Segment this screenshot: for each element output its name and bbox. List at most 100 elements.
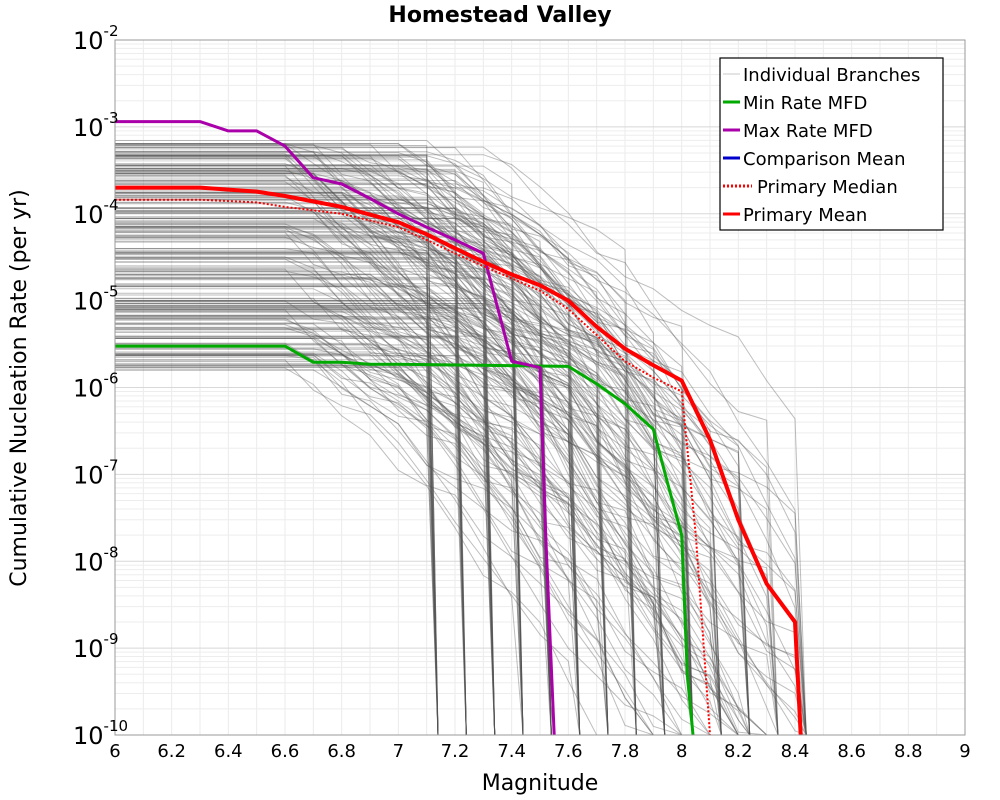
branch-line [115, 352, 552, 736]
individual-branches [115, 140, 807, 736]
branch-line [115, 231, 807, 736]
branch-line [115, 151, 637, 736]
x-tick-label: 8.2 [724, 741, 753, 762]
branch-line [115, 300, 581, 736]
x-tick-label: 6 [109, 741, 120, 762]
branch-line [115, 366, 439, 736]
branch-line [115, 258, 524, 736]
branch-line [115, 299, 467, 736]
branch-line [115, 301, 666, 736]
branch-line [115, 154, 439, 736]
branch-line [115, 217, 496, 736]
legend-entry-label: Max Rate MFD [743, 121, 873, 142]
branch-line [115, 365, 496, 736]
branch-line [115, 278, 751, 736]
branch-line [115, 266, 467, 736]
branch-line [115, 328, 807, 736]
legend-entry-label: Comparison Mean [743, 149, 906, 170]
y-tick-label: 10-5 [73, 283, 119, 316]
branch-line [115, 236, 524, 736]
branch-line [115, 309, 722, 736]
branch-line [115, 305, 467, 736]
branch-line [115, 285, 496, 736]
branch-line [115, 223, 637, 736]
branch-line [115, 209, 666, 736]
branch-line [115, 268, 524, 736]
branch-line [115, 174, 751, 736]
x-tick-label: 6.6 [271, 741, 300, 762]
branch-line [115, 172, 439, 736]
branch-line [115, 285, 666, 736]
y-tick-label: 10-2 [73, 22, 119, 55]
branch-line [115, 220, 581, 736]
y-tick-label: 10-9 [73, 630, 119, 663]
branch-line [115, 191, 807, 736]
branch-line [115, 196, 581, 736]
legend-entry-label: Individual Branches [743, 65, 920, 86]
branch-line [115, 249, 694, 736]
branch-line [115, 227, 467, 736]
branch-line [115, 157, 779, 736]
branch-line [115, 336, 807, 736]
y-axis-label: Cumulative Nucleation Rate (per yr) [7, 189, 32, 587]
branch-line [115, 201, 694, 736]
x-tick-label: 8.4 [781, 741, 810, 762]
branch-line [115, 261, 694, 736]
series-line-min-rate-mfd [115, 344, 695, 736]
branch-line [115, 165, 581, 736]
branch-line [115, 164, 496, 736]
branch-line [115, 222, 496, 736]
x-tick-label: 7 [393, 741, 404, 762]
branch-line [115, 348, 778, 736]
branch-line [115, 207, 751, 736]
branch-line [115, 147, 694, 736]
branch-line [115, 256, 807, 736]
branch-line [115, 181, 722, 736]
branch-line [115, 168, 666, 736]
branch-line [115, 318, 722, 736]
branch-line [115, 167, 722, 736]
branch-line [115, 364, 750, 736]
branch-line [115, 327, 778, 736]
branch-line [115, 191, 524, 736]
x-tick-label: 7.6 [554, 741, 583, 762]
branch-line [115, 310, 778, 736]
x-tick-label: 8.8 [894, 741, 923, 762]
branch-line [115, 155, 779, 736]
branch-line [115, 155, 722, 736]
x-tick-label: 6.4 [214, 741, 243, 762]
branch-line [115, 153, 552, 736]
branch-line [115, 292, 609, 736]
branch-line [115, 202, 722, 736]
branch-line [115, 251, 722, 736]
branch-line [115, 211, 581, 736]
branch-line [115, 168, 552, 736]
branch-line [115, 254, 694, 736]
branch-line [115, 305, 694, 736]
branch-line [115, 342, 693, 736]
branch-line [115, 155, 807, 736]
branch-line [115, 155, 439, 736]
branch-line [115, 319, 722, 736]
branch-line [115, 235, 694, 736]
branch-line [115, 305, 552, 736]
branch-line [115, 157, 524, 736]
branch-line [115, 172, 439, 736]
branch-line [115, 355, 694, 736]
branch-line [115, 360, 609, 736]
branch-line [115, 327, 439, 736]
branch-line [115, 277, 694, 736]
branch-line [115, 307, 751, 736]
branch-line [115, 170, 496, 736]
series-lines [115, 120, 803, 736]
branch-line [115, 236, 552, 736]
y-tick-label: 10-3 [73, 109, 119, 142]
branch-line [115, 251, 467, 736]
branch-line [115, 364, 751, 736]
branch-line [115, 198, 807, 736]
branch-line [115, 315, 779, 736]
branch-line [115, 342, 666, 736]
branch-line [115, 140, 666, 736]
branch-line [115, 198, 666, 736]
branch-line [115, 288, 439, 736]
